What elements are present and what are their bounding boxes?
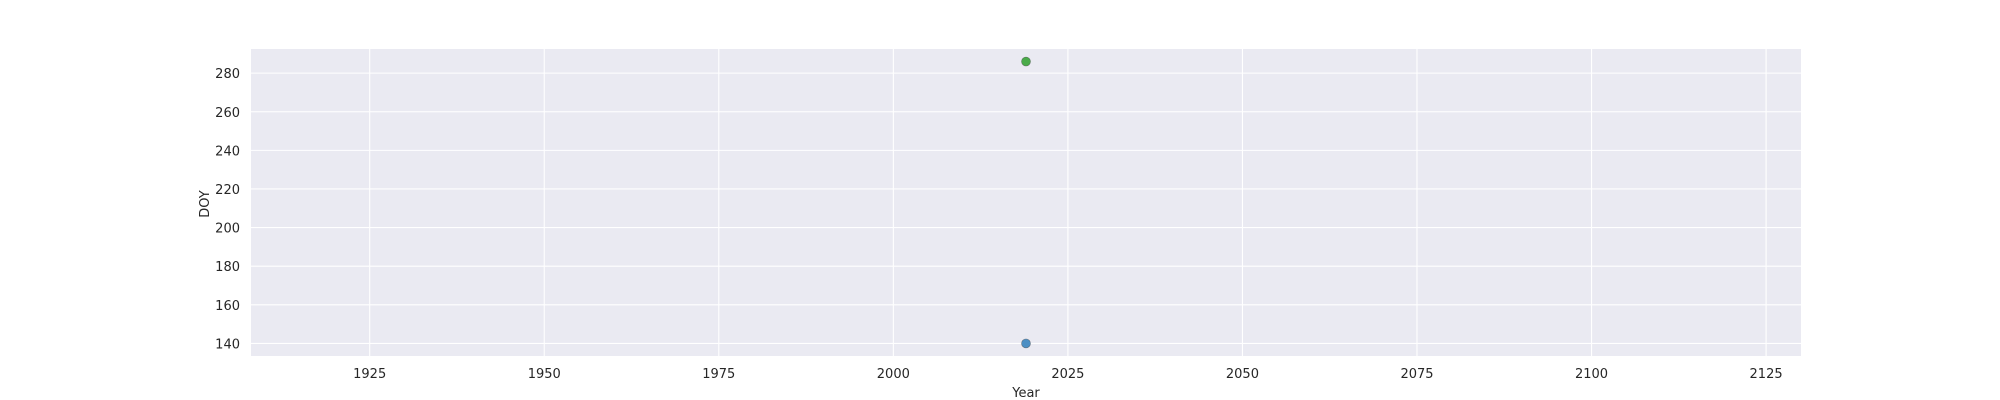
x-tick-label: 2100 [1575, 367, 1608, 382]
plot-area [251, 49, 1801, 356]
y-tick-label: 180 [215, 260, 240, 275]
x-tick-label: 1950 [528, 367, 561, 382]
x-tick-label: 2025 [1051, 367, 1084, 382]
x-tick-label: 1925 [353, 367, 386, 382]
grid [251, 49, 1801, 356]
y-tick-label: 220 [215, 183, 240, 198]
y-tick-label: 200 [215, 222, 240, 237]
x-tick-label: 2075 [1400, 367, 1433, 382]
scatter-point [1021, 56, 1031, 67]
y-tick-label: 240 [215, 144, 240, 159]
x-axis-label: Year [1011, 386, 1040, 400]
x-tick-label: 1975 [702, 367, 735, 382]
scatter-point [1021, 338, 1031, 349]
y-axis-label: DOY [198, 190, 213, 218]
x-tick-label: 2000 [877, 367, 910, 382]
y-tick-label: 160 [215, 299, 240, 314]
data-points [1021, 56, 1031, 349]
x-tick-labels: 1925 1950 1975 2000 2025 2050 2075 2100 2125 [353, 367, 1782, 382]
y-tick-label: 140 [215, 337, 240, 352]
y-tick-label: 280 [215, 67, 240, 82]
y-tick-labels: 140 160 180 200 220 240 260 280 [215, 67, 240, 352]
y-tick-label: 260 [215, 106, 240, 121]
x-tick-label: 2125 [1750, 367, 1783, 382]
x-tick-label: 2050 [1226, 367, 1259, 382]
